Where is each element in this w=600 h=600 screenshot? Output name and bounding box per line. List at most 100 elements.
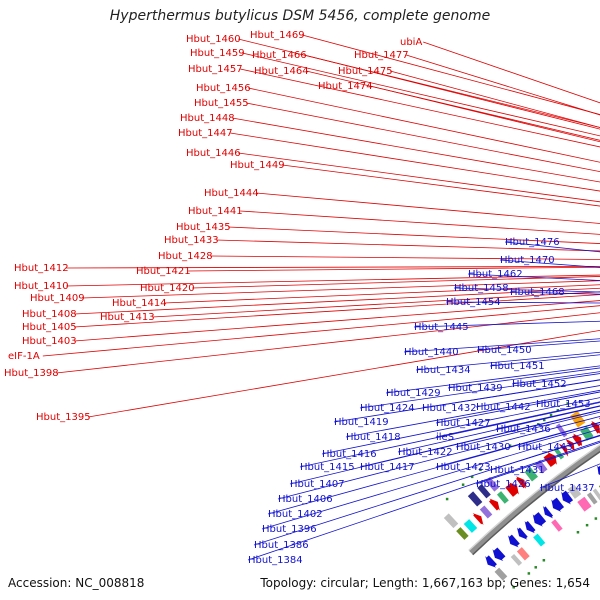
reverse-leader-line [435,401,600,438]
marker-dot [542,559,546,562]
reverse-gene-label: Hbut_1406 [278,494,333,505]
reverse-leader-line [299,402,600,468]
reverse-gene-label: Hbut_1437 [540,483,595,494]
forward-gene-arrow [558,443,569,457]
forward-leader-line [306,70,600,141]
forward-gene-label: Hbut_1412 [14,263,69,274]
inner-feature-block [533,533,546,547]
marker-dot [512,586,515,589]
reverse-gene-arrow [508,534,520,548]
reverse-gene-label: Hbut_1417 [360,462,415,473]
forward-leader-line [210,255,600,260]
marker-dot [566,402,569,405]
reverse-gene-label: Hbut_1431 [490,465,545,476]
forward-gene-label: Hbut_1477 [354,50,409,61]
marker-dot [534,566,537,569]
reverse-gene-label: Hbut_1436 [496,424,551,435]
reverse-leader-line [385,365,600,394]
forward-leader-line [82,280,600,299]
marker-dot [594,517,598,520]
reverse-gene-label: Hbut_1415 [300,462,355,473]
forward-feature-block [580,426,594,441]
forward-leader-line [192,276,600,289]
reverse-leader-line [333,379,600,423]
reverse-gene-label: Hbut_1424 [360,403,415,414]
reverse-gene-label: Hbut_1440 [404,347,459,358]
reverse-leader-line [435,391,600,424]
reverse-gene-label: Hbut_1402 [268,509,323,520]
marker-dot [508,444,512,447]
forward-gene-label: Hbut_1446 [186,148,241,159]
reverse-leader-line [539,463,600,489]
forward-leader-line [66,266,600,269]
reverse-gene-label: Hbut_1426 [476,479,531,490]
outer-feature-block [485,476,500,492]
forward-leader-line [74,300,600,342]
forward-feature-block [456,527,469,540]
forward-leader-line [240,210,600,235]
forward-leader-line [304,54,600,130]
reverse-gene-label: Hbut_1407 [290,479,345,490]
forward-gene-label: Hbut_1441 [188,206,243,217]
reverse-gene-arrow [543,505,554,519]
reverse-gene-label: Hbut_1453 [536,399,591,410]
forward-gene-label: Hbut_1457 [188,64,243,75]
reverse-gene-label: Hbut_1434 [416,365,471,376]
reverse-leader-line [403,338,600,353]
reverse-leader-line [397,405,600,453]
reverse-gene-label: Hbut_1454 [446,297,501,308]
reverse-leader-line [495,405,600,430]
reverse-feature-block [567,484,582,499]
forward-leader-line [256,192,600,224]
accession-text: Accession: NC_008818 [8,576,145,590]
forward-gene-label: Hbut_1447 [178,128,233,139]
forward-gene-label: Hbut_1449 [230,160,285,171]
forward-gene-label: Hbut_1414 [112,298,167,309]
forward-gene-label: Hbut_1403 [22,336,77,347]
forward-gene-label: ubiA [400,37,422,48]
marker-dot [461,483,465,486]
forward-gene-arrow [505,482,519,497]
forward-leader-line [246,102,600,173]
forward-gene-arrow [515,476,527,489]
reverse-leader-line [261,428,600,530]
reverse-leader-line [413,320,600,328]
reverse-gene-label: Hbut_1432 [422,403,477,414]
forward-gene-label: Hbut_1469 [250,30,305,41]
forward-leader-line [74,287,600,315]
reverse-gene-label: Hbut_1443 [518,442,573,453]
reverse-leader-line [489,354,600,367]
forward-gene-label: Hbut_1410 [14,281,69,292]
forward-gene-label: Hbut_1405 [22,322,77,333]
forward-leader-line [238,152,600,203]
reverse-gene-label: Hbut_1418 [346,432,401,443]
reverse-gene-label: Hbut_1445 [414,322,469,333]
forward-gene-label: Hbut_1421 [136,266,191,277]
forward-gene-arrow [489,498,500,511]
reverse-gene-label: ileS [436,432,454,443]
forward-leader-line [423,41,600,104]
forward-leader-line [228,226,600,244]
outer-feature-block [569,410,586,428]
outer-feature-block [477,483,491,499]
forward-gene-label: Hbut_1420 [140,283,195,294]
forward-leader-line [248,87,600,163]
marker-dot [445,497,449,501]
forward-feature-block [496,491,509,504]
marker-dot [576,531,580,534]
forward-gene-label: Hbut_1474 [318,81,373,92]
inner-feature-block [586,492,598,505]
forward-leader-line [242,52,600,137]
reverse-gene-label: Hbut_1468 [510,287,565,298]
reverse-gene-arrow [492,547,506,562]
backbone-shadow [472,451,600,556]
inner-feature-block [577,496,592,512]
forward-gene-label: Hbut_1395 [36,412,91,423]
marker-dot [470,475,474,479]
genome-backbone [469,445,600,555]
reverse-gene-label: Hbut_1429 [386,388,441,399]
reverse-leader-line [359,373,600,409]
reverse-gene-arrow [551,497,565,512]
